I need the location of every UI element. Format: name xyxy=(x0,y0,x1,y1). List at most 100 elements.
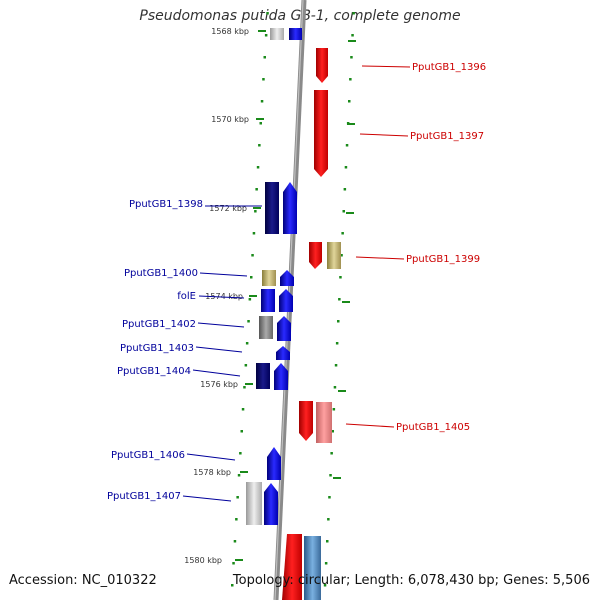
guide-dot xyxy=(256,166,260,169)
label-pputgb1-1406: PputGB1_1406 xyxy=(111,450,185,461)
kbp-label-1578: 1578 kbp xyxy=(193,468,231,477)
guide-dot xyxy=(350,56,353,59)
guide-dot xyxy=(334,364,338,367)
guide-dot xyxy=(259,122,262,125)
gene-block-top-blue xyxy=(289,28,302,40)
label-pputgb1-1397: PputGB1_1397 xyxy=(410,131,484,142)
leader-pputgb1-1403 xyxy=(195,346,243,353)
guide-dot xyxy=(239,452,242,455)
label-pputgb1-1403: PputGB1_1403 xyxy=(120,343,194,354)
gene-pputgb1-1403 xyxy=(276,346,290,360)
gene-bottom-red xyxy=(282,534,302,600)
gene-pputgb1-1407-b xyxy=(264,483,278,525)
label-pputgb1-1402: PputGB1_1402 xyxy=(122,319,196,330)
gene-pputgb1-1399-b xyxy=(327,242,341,269)
guide-dot xyxy=(340,254,343,257)
guide-dot xyxy=(348,100,351,103)
gene-pputgb1-1399-a xyxy=(309,242,322,269)
gene-pputgb1-1402-b xyxy=(277,316,291,341)
gene-pputgb1-1402-a xyxy=(259,316,273,339)
guide-dot xyxy=(324,562,328,565)
guide-dot xyxy=(337,320,340,323)
gene-pputgb1-1405-a xyxy=(299,401,313,441)
label-pputgb1-1396: PputGB1_1396 xyxy=(412,62,486,73)
kbp-label-1576: 1576 kbp xyxy=(200,380,238,389)
leader-pputgb1-1407 xyxy=(182,495,232,502)
guide-dot xyxy=(329,474,332,477)
guide-dot xyxy=(248,298,252,301)
guide-dot xyxy=(262,78,265,81)
leader-pputgb1-1402 xyxy=(197,322,245,328)
guide-dot xyxy=(245,342,249,345)
guide-dot xyxy=(237,474,241,477)
kbp-label-1570: 1570 kbp xyxy=(211,115,249,124)
gene-pputgb1-1398-a xyxy=(265,182,279,234)
gene-pputgb1-1398-b xyxy=(283,182,297,234)
guide-dot xyxy=(254,210,257,213)
guide-dot xyxy=(335,342,339,345)
gene-fole-a xyxy=(261,289,275,312)
guide-dot xyxy=(247,320,250,323)
guide-dot xyxy=(351,34,354,37)
guide-dot xyxy=(235,518,238,521)
kbp-scale: 1568 kbp 1570 kbp 1572 kbp 1574 kbp 1576… xyxy=(184,27,266,565)
left-tick-track xyxy=(231,12,269,587)
label-pputgb1-1398: PputGB1_1398 xyxy=(129,199,203,210)
guide-dot xyxy=(344,166,348,169)
guide-dot xyxy=(330,452,333,455)
guide-dot xyxy=(345,144,349,147)
gene-pputgb1-1396 xyxy=(316,48,328,83)
leader-pputgb1-1405 xyxy=(345,423,395,428)
guide-dot xyxy=(352,12,355,15)
label-pputgb1-1405: PputGB1_1405 xyxy=(396,422,470,433)
guide-dot xyxy=(349,78,352,81)
gene-pputgb1-1397 xyxy=(314,90,328,177)
label-pputgb1-1400: PputGB1_1400 xyxy=(124,268,198,279)
guide-dot xyxy=(331,430,334,433)
leader-pputgb1-1404 xyxy=(192,369,241,377)
guide-dot xyxy=(341,232,344,235)
guide-dot xyxy=(236,496,239,499)
gene-pputgb1-1400-b xyxy=(280,270,294,286)
label-pputgb1-1407: PputGB1_1407 xyxy=(107,491,181,502)
kbp-label-1572: 1572 kbp xyxy=(209,204,247,213)
kbp-label-1568: 1568 kbp xyxy=(211,27,249,36)
gene-pputgb1-1404-a xyxy=(256,363,270,389)
guide-dot xyxy=(342,210,345,213)
gene-pputgb1-1406 xyxy=(267,447,281,480)
kbp-label-1580: 1580 kbp xyxy=(184,556,222,565)
guide-dot xyxy=(328,496,331,499)
forward-strand-genes xyxy=(282,48,341,600)
gene-pputgb1-1400-a xyxy=(262,270,276,286)
accession-label: Accession: NC_010322 xyxy=(9,573,157,588)
leader-pputgb1-1399 xyxy=(355,256,405,260)
guide-dot xyxy=(243,386,246,389)
reverse-strand-genes xyxy=(246,28,302,525)
label-fole: folE xyxy=(177,291,196,302)
guide-dot xyxy=(258,144,261,147)
gene-fole-b xyxy=(279,289,293,312)
gene-block-top-gray xyxy=(270,28,284,40)
guide-dot xyxy=(343,188,347,191)
right-gene-labels: PputGB1_1396 PputGB1_1397 PputGB1_1399 P… xyxy=(345,62,486,433)
right-tick-track xyxy=(323,12,355,587)
guide-dot xyxy=(241,408,245,411)
guide-dot xyxy=(266,12,269,15)
leader-pputgb1-1397 xyxy=(359,133,409,137)
gene-pputgb1-1405-b xyxy=(316,402,332,443)
label-pputgb1-1404: PputGB1_1404 xyxy=(117,366,191,377)
guide-dot xyxy=(323,584,327,587)
label-pputgb1-1399: PputGB1_1399 xyxy=(406,254,480,265)
leader-pputgb1-1400 xyxy=(199,272,248,277)
guide-dot xyxy=(233,540,237,543)
guide-dot xyxy=(250,276,253,279)
guide-dot xyxy=(264,34,268,37)
gene-bottom-steel xyxy=(304,536,321,600)
guide-dot xyxy=(252,232,256,235)
left-gene-labels: PputGB1_1398 PputGB1_1400 folE PputGB1_1… xyxy=(107,199,262,502)
guide-dot xyxy=(240,430,243,433)
guide-dot xyxy=(326,540,329,543)
guide-dot xyxy=(244,364,248,367)
gene-pputgb1-1404-b xyxy=(274,363,288,390)
